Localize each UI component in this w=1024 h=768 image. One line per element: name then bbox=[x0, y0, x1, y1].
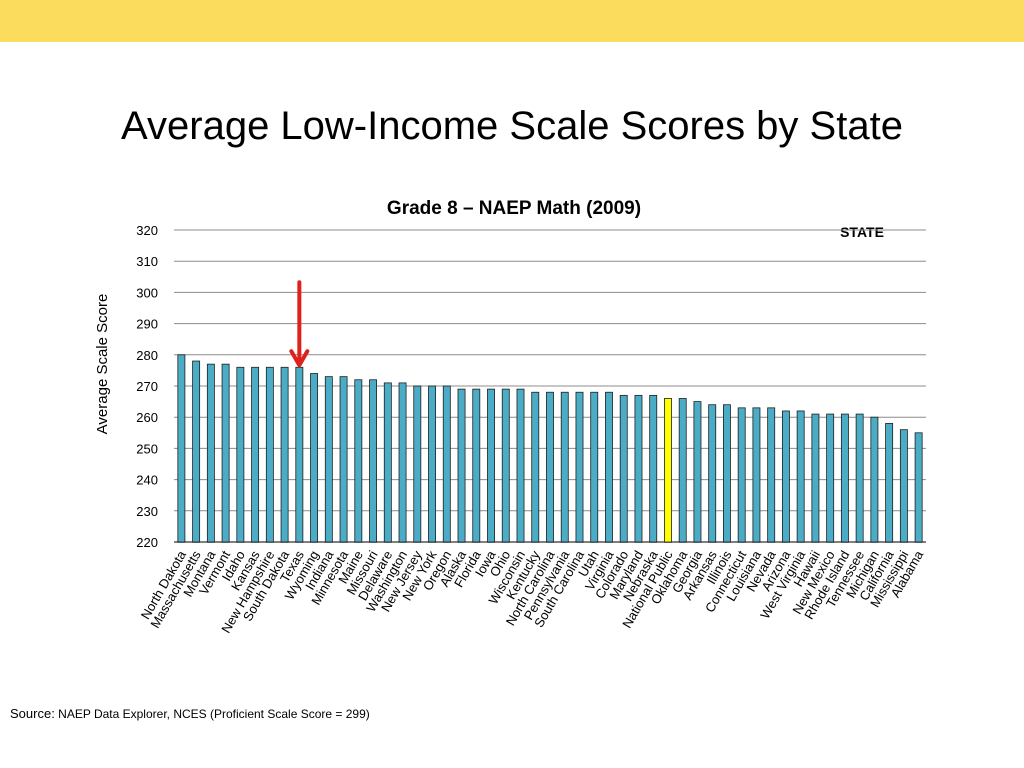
legend-label: STATE bbox=[840, 224, 884, 240]
bar bbox=[546, 391, 554, 543]
bar bbox=[413, 385, 422, 543]
y-tick-label: 250 bbox=[136, 441, 158, 456]
bar bbox=[398, 382, 407, 543]
y-tick-label: 260 bbox=[136, 410, 158, 425]
source-text: NAEP Data Explorer, NCES (Proficient Sca… bbox=[58, 707, 370, 721]
bar bbox=[310, 373, 319, 543]
bar bbox=[324, 376, 333, 543]
y-tick-label: 300 bbox=[136, 285, 158, 300]
y-tick-label: 270 bbox=[136, 379, 158, 394]
bar bbox=[472, 388, 481, 543]
bar bbox=[649, 394, 658, 543]
bar bbox=[295, 366, 304, 543]
top-accent-band bbox=[0, 0, 1024, 42]
bar bbox=[265, 366, 274, 543]
bar bbox=[428, 385, 436, 543]
source-note: Source: NAEP Data Explorer, NCES (Profic… bbox=[10, 706, 370, 721]
bar bbox=[560, 391, 569, 543]
bar bbox=[280, 366, 289, 543]
bar bbox=[767, 407, 776, 543]
bar bbox=[369, 379, 377, 543]
bar bbox=[383, 382, 392, 543]
bar bbox=[590, 391, 599, 543]
y-axis-ticks: 220 230 240 250 260 270 280 290 300 310 320 bbox=[136, 223, 158, 550]
x-axis-labels: North DakotaMassachusettsMontanaVermontI… bbox=[138, 547, 927, 635]
y-tick-label: 280 bbox=[136, 348, 158, 363]
bar bbox=[826, 413, 835, 543]
bar bbox=[870, 416, 879, 543]
bar bbox=[605, 391, 613, 543]
bar bbox=[708, 404, 717, 543]
bar bbox=[487, 388, 495, 543]
bar bbox=[619, 394, 628, 543]
bar bbox=[781, 410, 790, 543]
bar bbox=[723, 404, 731, 543]
bar bbox=[221, 363, 230, 543]
bar bbox=[251, 366, 260, 543]
bar bbox=[796, 410, 805, 543]
bar bbox=[752, 407, 761, 543]
bar bbox=[236, 366, 245, 543]
bar bbox=[664, 398, 672, 543]
bar bbox=[192, 360, 201, 543]
source-label: Source: bbox=[10, 706, 55, 721]
bar bbox=[855, 413, 864, 543]
bar bbox=[737, 407, 746, 543]
bar bbox=[885, 423, 894, 543]
y-tick-label: 240 bbox=[136, 473, 158, 488]
arrow-head bbox=[289, 349, 310, 368]
bar bbox=[516, 388, 525, 543]
y-tick-label: 220 bbox=[136, 535, 158, 550]
bar bbox=[457, 388, 466, 543]
bar bbox=[206, 363, 215, 543]
y-tick-label: 320 bbox=[136, 223, 158, 238]
y-tick-label: 230 bbox=[136, 504, 158, 519]
y-tick-label: 290 bbox=[136, 317, 158, 332]
bar bbox=[575, 391, 584, 543]
bar bbox=[811, 413, 820, 543]
bar-chart: Grade 8 – NAEP Math (2009) STATE Average… bbox=[94, 198, 927, 636]
bar bbox=[339, 376, 348, 543]
bar bbox=[693, 401, 702, 543]
bar bbox=[634, 394, 643, 543]
y-tick-label: 310 bbox=[136, 254, 158, 269]
bar bbox=[840, 413, 849, 543]
y-axis-title: Average Scale Score bbox=[94, 294, 111, 435]
bar bbox=[914, 432, 923, 543]
bar bbox=[531, 391, 540, 543]
bar bbox=[899, 429, 908, 543]
slide-title: Average Low-Income Scale Scores by State bbox=[121, 104, 903, 148]
bar bbox=[354, 379, 363, 543]
bar bbox=[442, 385, 451, 543]
bar bbox=[678, 398, 687, 543]
bars bbox=[177, 354, 923, 543]
bar bbox=[177, 354, 186, 543]
highlight-arrow bbox=[289, 280, 310, 368]
chart-title: Grade 8 – NAEP Math (2009) bbox=[387, 198, 641, 219]
bar bbox=[501, 388, 510, 543]
